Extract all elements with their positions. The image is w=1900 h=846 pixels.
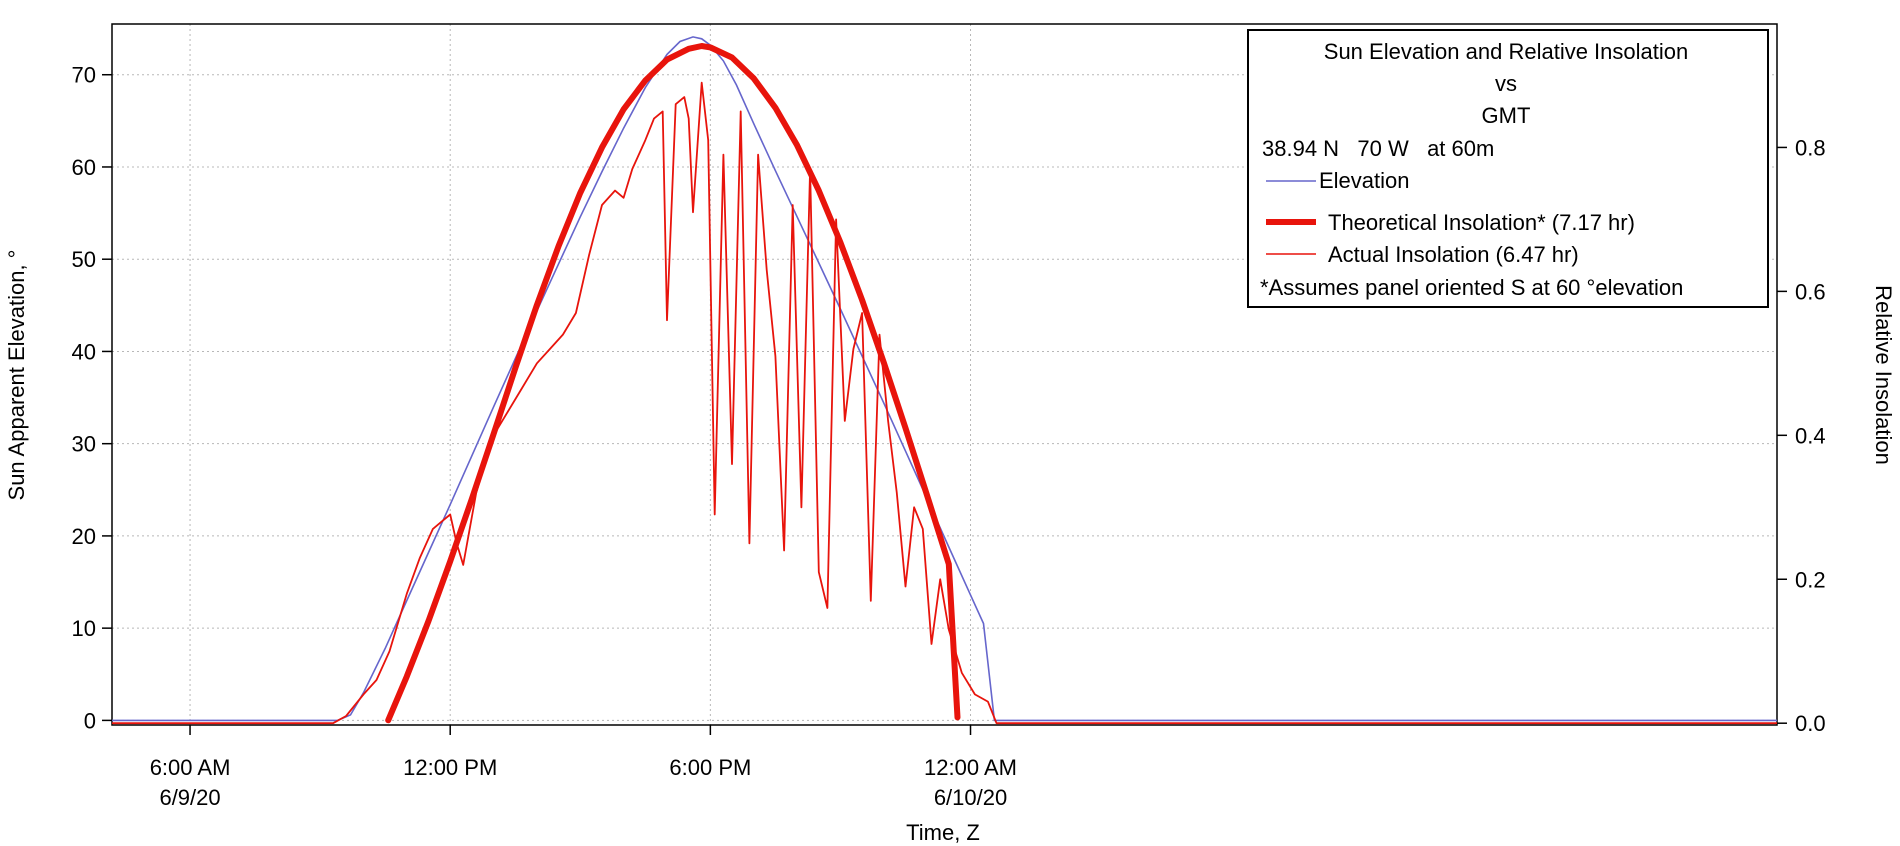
theoretical-insolation-line (385, 43, 961, 724)
x-tick-label: 6:00 AM (150, 755, 231, 780)
plot-frame (111, 23, 1778, 726)
legend-label-theoretical: Theoretical Insolation* (7.17 hr) (1328, 210, 1635, 235)
y-tick-label: 60 (72, 155, 96, 180)
legend: Sun Elevation and Relative Insolation vs… (1247, 29, 1769, 308)
y-tick-label: 70 (72, 63, 96, 88)
legend-title-line-1: Sun Elevation and Relative Insolation (1324, 39, 1688, 64)
y2-axis-title: Relative Insolation (1871, 285, 1896, 465)
y2-tick-label: 0.0 (1795, 711, 1826, 736)
y2-tick-label: 0.8 (1795, 135, 1826, 160)
legend-title-line-2: vs (1495, 71, 1517, 96)
y-tick-label: 0 (84, 708, 96, 733)
legend-title-line-3: GMT (1482, 103, 1531, 128)
axes: 6:00 AM 6/9/20 12:00 PM 6:00 PM 12:00 AM 6/10… (72, 63, 1826, 810)
y2-tick-label: 0.4 (1795, 423, 1826, 448)
elevation-line (112, 36, 1777, 722)
legend-label-elevation: Elevation (1319, 168, 1410, 193)
y2-tick-label: 0.6 (1795, 279, 1826, 304)
x-axis-title: Time, Z (906, 820, 980, 845)
grid (112, 24, 1777, 725)
legend-note: *Assumes panel oriented S at 60 °elevati… (1260, 275, 1683, 300)
actual-insolation-line (112, 81, 1777, 725)
x-tick-label: 6/9/20 (159, 785, 220, 810)
x-tick-label: 12:00 PM (403, 755, 497, 780)
y-tick-label: 20 (72, 524, 96, 549)
y-axis-title: Sun Apparent Elevation, ° (4, 250, 29, 501)
legend-location: 38.94 N 70 W at 60m (1262, 136, 1494, 161)
series-layer (112, 36, 1777, 725)
y-tick-label: 10 (72, 616, 96, 641)
y-tick-label: 50 (72, 247, 96, 272)
x-tick-label: 12:00 AM (924, 755, 1017, 780)
x-tick-label: 6:00 PM (669, 755, 751, 780)
legend-box (1247, 29, 1769, 308)
x-tick-label: 6/10/20 (934, 785, 1007, 810)
y-tick-label: 30 (72, 432, 96, 457)
legend-label-actual: Actual Insolation (6.47 hr) (1328, 242, 1579, 267)
y-tick-label: 40 (72, 339, 96, 364)
y2-tick-label: 0.2 (1795, 567, 1826, 592)
